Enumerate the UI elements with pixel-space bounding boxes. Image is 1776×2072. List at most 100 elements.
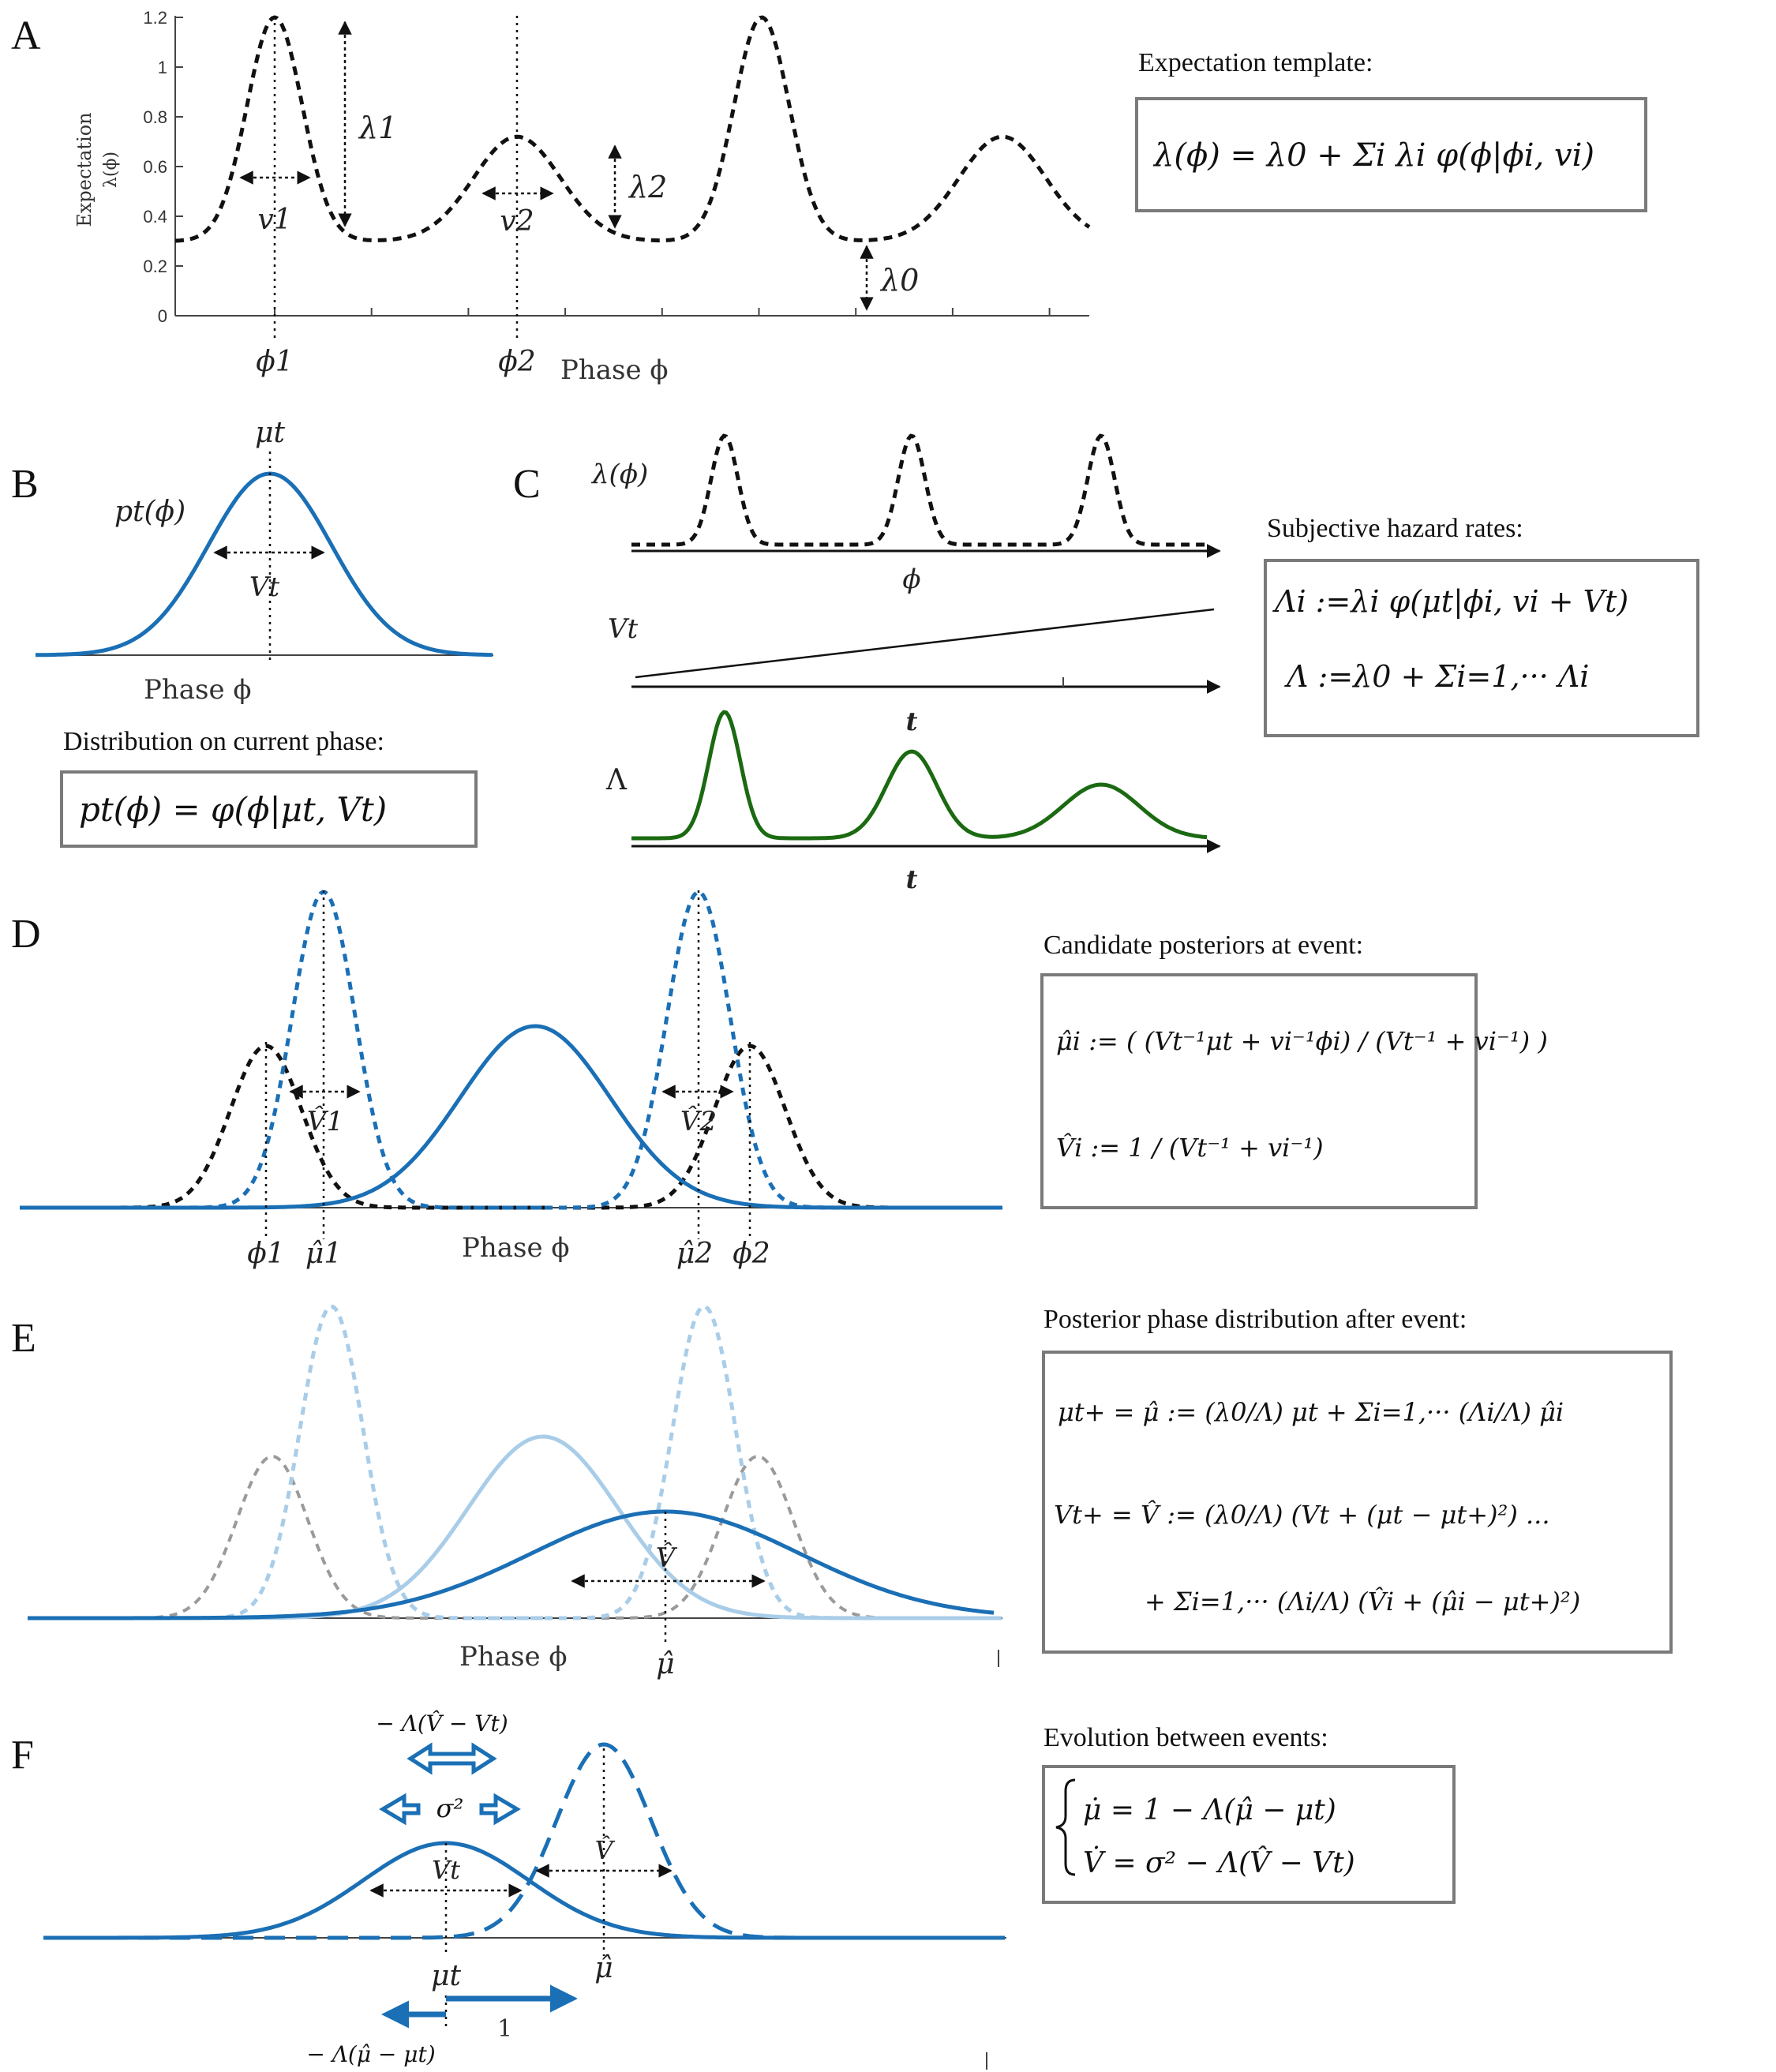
panel-a-y-tick-label: 1.2 (143, 8, 167, 28)
panel-f-target-curve (43, 1742, 1005, 1940)
panel-b-letter: B (11, 462, 39, 507)
panel-a-y-ticks: 0 0.2 0.4 0.6 0.8 1 1.2 (143, 8, 183, 326)
panel-e-box-title: Posterior phase distribution after event… (1043, 1305, 1467, 1334)
panel-a-expectation-curve (174, 15, 1091, 243)
panel-f-vhat-label: V̂ (594, 1835, 615, 1865)
panel-e-equation-3: + Σi=1,··· (Λi/Λ) (V̂i + (μ̂i − μt+)²) (1145, 1587, 1580, 1617)
panel-b-vt-label: Vt (249, 571, 280, 603)
panel-c-phi-axis-label: ϕ (902, 564, 920, 595)
panel-d-letter: D (11, 912, 41, 957)
panel-c-Lambda-label: Λ (605, 764, 628, 796)
panel-c-t-axis-1-label: t (906, 706, 918, 736)
panel-f-box-title: Evolution between events: (1043, 1723, 1328, 1752)
panel-b-x-label: Phase ϕ (144, 674, 252, 706)
panel-e-equation-box (1042, 1351, 1673, 1654)
panel-a-phi1-label: ϕ1 (256, 346, 293, 378)
panel-c-lambda-label: λ(ϕ) (590, 459, 648, 490)
panel-a-box-title: Expectation template: (1138, 48, 1373, 77)
panel-f-current-curve (43, 1841, 1005, 1940)
panel-c-equation-1: Λi :=λi φ(μt|ϕi, vi + Vt) (1272, 584, 1628, 619)
panel-f-brace (1055, 1778, 1076, 1876)
panel-f-sigma-label: σ² (437, 1793, 464, 1823)
panel-a-y-tick-label: 0.2 (143, 257, 167, 276)
panel-a-y-label-1: Expectation (73, 112, 96, 227)
panel-a-equation: λ(ϕ) = λ0 + Σi λi φ(ϕ|ϕi, vi) (1152, 137, 1594, 174)
panel-c-equation-2: Λ :=λ0 + Σi=1,··· Λi (1284, 659, 1589, 694)
panel-f-letter: F (11, 1733, 34, 1778)
panel-c-hazard-curve (631, 710, 1208, 841)
panel-a-y-tick-label: 0.6 (143, 157, 167, 177)
panel-a-y-tick-label: 0.4 (143, 207, 167, 227)
panel-d-v2-label: V̂2 (680, 1105, 717, 1137)
panel-f-top-arrow-label: − Λ(V̂ − Vt) (376, 1710, 508, 1737)
panel-d-candidate-curve-1 (20, 890, 553, 1210)
panel-e-candidate-curve-2 (474, 1304, 1002, 1621)
panel-d-phi1-label: ϕ1 (247, 1238, 284, 1270)
panel-e-v-label: V̂ (656, 1542, 678, 1574)
panel-e-equation-2: Vt+ = V̂ := (λ0/Λ) (Vt + (μt − μt+)²) ..… (1054, 1500, 1550, 1530)
panel-d-candidate-curve-2 (474, 890, 1002, 1210)
panel-c-equation-box (1264, 559, 1699, 737)
panel-d-mu2-label: μ̂2 (676, 1238, 713, 1270)
panel-d-template-curve-1 (20, 1043, 553, 1210)
panel-d-prior-curve (20, 1024, 1002, 1210)
panel-c-vt-line (635, 608, 1215, 679)
panel-a-lambda1-label: λ1 (358, 111, 397, 145)
panel-a-v1-label: v1 (257, 204, 291, 236)
panel-a-v2-label: v2 (500, 205, 534, 238)
panel-d: D V̂1 V̂2 ϕ1 μ̂1 μ̂2 ϕ2 Phase ϕ Candidat… (11, 890, 1548, 1270)
panel-d-x-label: Phase ϕ (462, 1232, 570, 1264)
panel-d-equation-2: V̂i := 1 / (Vt⁻¹ + vi⁻¹) (1056, 1133, 1324, 1163)
panel-d-phi2-label: ϕ2 (733, 1238, 770, 1270)
panel-b-p-label: pt(ϕ) (114, 496, 185, 528)
panel-e-mu-label: μ̂ (656, 1648, 674, 1680)
panel-f-one-label: 1 (497, 2015, 512, 2043)
panel-a-y-label-2: λ(ϕ) (101, 152, 121, 188)
panel-d-mu1-label: μ̂1 (305, 1238, 342, 1270)
panel-d-equation-box (1040, 973, 1478, 1209)
panel-d-v1-label: V̂1 (307, 1105, 343, 1137)
panel-a-equation-box (1135, 97, 1647, 212)
panel-d-equation-1: μ̂i := ( (Vt⁻¹μt + vi⁻¹ϕi) / (Vt⁻¹ + vi⁻… (1056, 1026, 1548, 1056)
panel-e-candidate-curve-1 (28, 1304, 551, 1621)
panel-b-equation-box (60, 770, 478, 848)
panel-b: B μt pt(ϕ) Vt Phase ϕ Distribution on cu… (11, 417, 493, 848)
panel-f-mu-t-label: μt (431, 1960, 461, 1992)
panel-e-template-curve-2 (474, 1454, 1002, 1620)
panel-e-prior-curve (28, 1434, 1001, 1621)
panel-a: A 00.20.40.60.811.2 Expectation λ(ϕ) v1 … (11, 8, 1647, 386)
panel-a-y-tick-label: 0.8 (143, 107, 167, 127)
panel-f-variance-change-arrow (407, 1742, 497, 1775)
panel-f-equation-box (1042, 1765, 1456, 1904)
panel-f-vt-label: Vt (432, 1855, 460, 1885)
panel-a-y-tick-label: 0 (158, 306, 167, 326)
panel-b-box-title: Distribution on current phase: (63, 727, 384, 756)
panel-e-posterior-curve (28, 1509, 995, 1621)
panel-c-letter: C (513, 462, 541, 507)
panel-f-sigma-arrow (379, 1793, 521, 1826)
panel-e-letter: E (11, 1316, 36, 1361)
panel-b-equation: pt(ϕ) = φ(ϕ|μt, Vt) (79, 790, 387, 829)
panel-f-bottom-label: − Λ(μ̂ − μt) (306, 2041, 435, 2067)
panel-a-phi2-label: ϕ2 (498, 346, 535, 378)
panel-a-x-ticks (274, 308, 1051, 316)
panel-c-expectation-curve (631, 433, 1207, 547)
panel-a-lambda2-label: λ2 (628, 170, 667, 204)
panel-b-gaussian-curve (36, 471, 493, 658)
panel-b-mu-label: μt (255, 417, 285, 449)
panel-a-lambda0-label: λ0 (879, 263, 919, 298)
panel-e-x-label: Phase ϕ (459, 1641, 568, 1673)
panel-c: C λ(ϕ) ϕ Vt t Λ t Subjective hazard rate… (513, 433, 1699, 894)
panel-c-vt-label: Vt (608, 613, 639, 645)
panel-f-equation-2: V̇ = σ² − Λ(V̂ − Vt) (1083, 1845, 1355, 1879)
panel-a-x-label: Phase ϕ (560, 354, 669, 386)
panel-f-equation-1: μ̇ = 1 − Λ(μ̂ − μt) (1083, 1794, 1336, 1827)
panel-a-y-tick-label: 1 (158, 58, 167, 77)
panel-e-equation-1: μt+ = μ̂ := (λ0/Λ) μt + Σi=1,··· (Λi/Λ) … (1058, 1397, 1564, 1427)
panel-a-letter: A (11, 13, 41, 58)
panel-f: F Vt V̂ − Λ(V̂ − Vt) σ² μt μ̂ 1 − Λ(μ̂ −… (11, 1710, 1456, 2070)
panel-d-template-curve-2 (474, 1043, 1002, 1210)
panel-f-mu-hat-label: μ̂ (594, 1952, 613, 1984)
panel-d-box-title: Candidate posteriors at event: (1043, 931, 1363, 960)
